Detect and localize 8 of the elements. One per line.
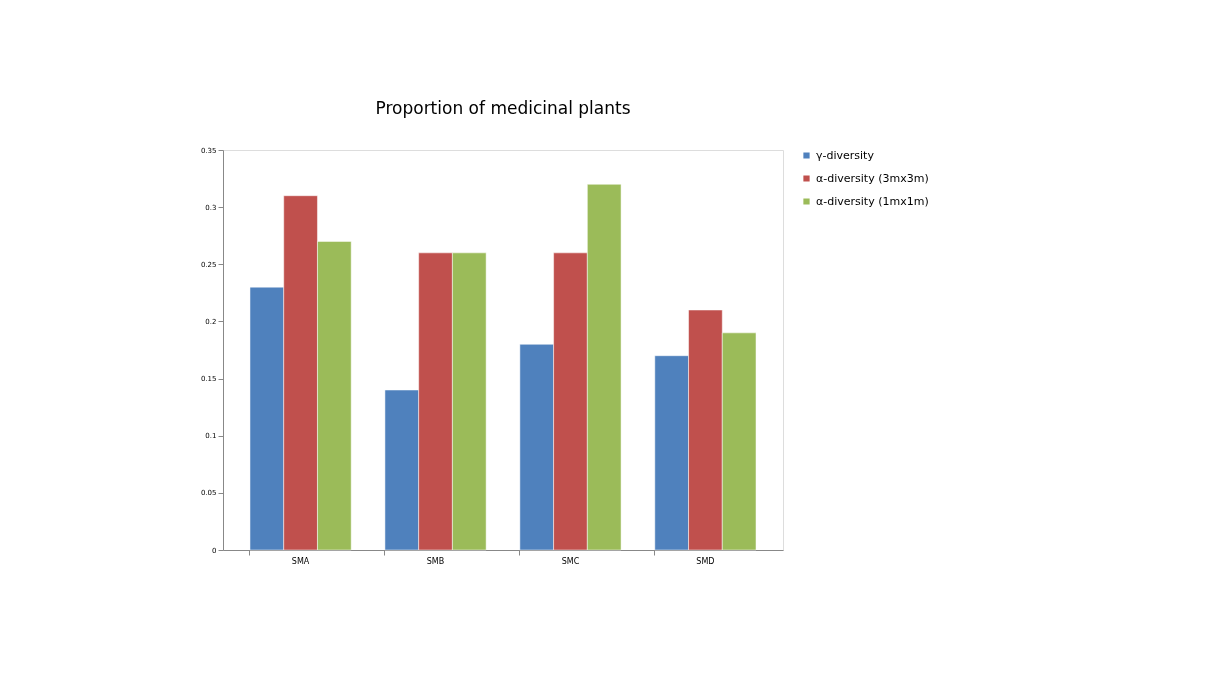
legend-label: α-diversity (3mx3m) <box>816 171 929 185</box>
x-tick-label: SMC <box>561 556 580 566</box>
x-tick-label: SMA <box>291 556 310 566</box>
x-tick-label: SMD <box>696 556 715 566</box>
legend-label: γ-diversity <box>816 148 875 162</box>
legend-label: α-diversity (1mx1m) <box>816 194 929 208</box>
x-tick-label: SMB <box>426 556 445 566</box>
chart-title: Proportion of medicinal plants <box>375 98 631 118</box>
